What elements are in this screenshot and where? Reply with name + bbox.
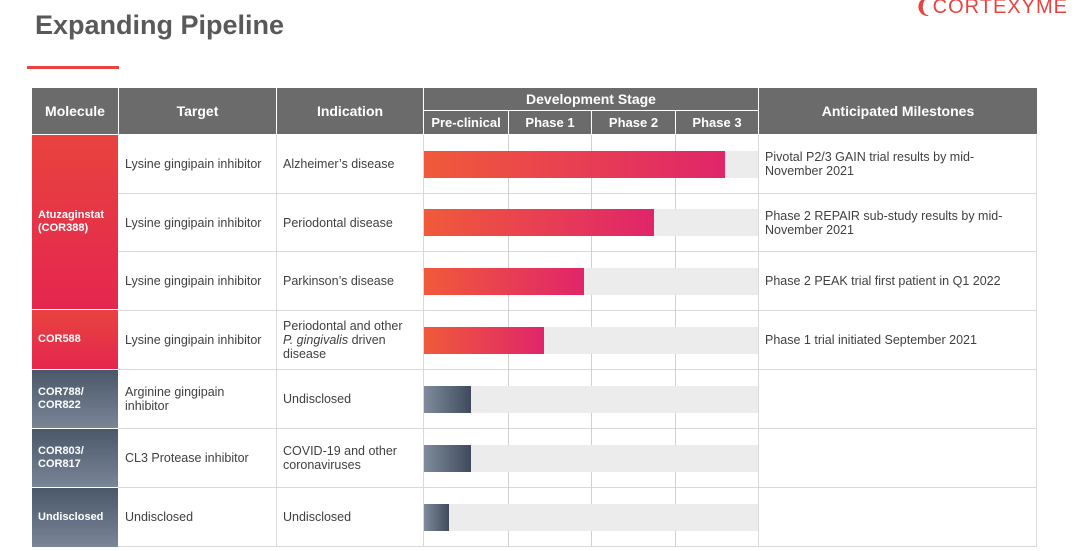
row5-target: Arginine gingipain inhibitor	[125, 385, 225, 413]
header-stage-phase1: Phase 1	[509, 111, 591, 134]
row6-progress-track	[424, 445, 758, 472]
row2-milestone: Phase 2 REPAIR sub-study results by mid-…	[765, 208, 1003, 237]
row6-target: CL3 Protease inhibitor	[125, 451, 249, 465]
row5-indication: Undisclosed	[283, 392, 352, 406]
row5-progress-track	[424, 386, 758, 413]
header-indication: Indication	[277, 88, 423, 134]
row2-indication: Periodontal disease	[283, 215, 393, 230]
row-divider	[118, 251, 1037, 252]
header-development-stage: Development Stage	[424, 88, 758, 110]
row4-indication-text: driven	[348, 333, 386, 347]
row3-target: Lysine gingipain inhibitor	[125, 274, 262, 288]
row-divider	[118, 369, 1037, 370]
row1-milestone: Pivotal P2/3 GAIN trial results by mid-N…	[765, 150, 975, 178]
row7-progress-track	[424, 504, 758, 531]
header-stage-preclinical: Pre-clinical	[424, 111, 508, 134]
header-stage-phase2: Phase 2	[592, 111, 675, 134]
row2-target: Lysine gingipain inhibitor	[125, 215, 262, 230]
pipeline-table: Molecule Target Indication Development S…	[32, 88, 1037, 547]
row6-indication: COVID-19 and other coronaviruses	[283, 444, 397, 472]
logo-text: CORTEXYME	[932, 0, 1068, 18]
molecule-cor803-cor817: COR803/ COR817	[32, 429, 118, 487]
column-divider	[1036, 135, 1037, 547]
title-accent-line	[27, 66, 119, 69]
row2-progress-bar	[424, 209, 654, 236]
row1-target: Lysine gingipain inhibitor	[125, 157, 262, 171]
row1-progress-bar	[424, 151, 725, 178]
molecule-cor588: COR588	[32, 310, 118, 369]
row3-indication: Parkinson’s disease	[283, 274, 394, 288]
row4-indication-text: Periodontal and other	[283, 319, 403, 333]
row-divider	[118, 310, 1037, 311]
column-divider	[276, 135, 277, 547]
molecule-cor788-cor822: COR788/ COR822	[32, 370, 118, 428]
company-logo: ❨CORTEXYME	[915, 0, 1068, 19]
row4-target: Lysine gingipain inhibitor	[125, 333, 262, 347]
row4-progress-bar	[424, 327, 544, 354]
row4-milestone: Phase 1 trial initiated September 2021	[765, 333, 977, 347]
page-title: Expanding Pipeline	[35, 10, 285, 40]
logo-mark-icon: ❨	[914, 0, 933, 18]
row6-progress-bar	[424, 445, 471, 472]
row3-progress-bar	[424, 268, 584, 295]
header-stage-phase3: Phase 3	[676, 111, 758, 134]
row7-indication: Undisclosed	[283, 510, 352, 524]
row4-indication-italic: P. gingivalis	[283, 333, 349, 347]
header-target: Target	[119, 88, 276, 134]
row5-progress-bar	[424, 386, 471, 413]
row4-indication-text: disease	[283, 347, 327, 361]
row7-progress-bar	[424, 504, 449, 531]
header-milestones: Anticipated Milestones	[759, 88, 1037, 134]
row3-milestone: Phase 2 PEAK trial first patient in Q1 2…	[765, 274, 1001, 288]
row-divider	[118, 546, 1037, 547]
molecule-undisclosed: Undisclosed	[32, 488, 118, 547]
row-divider	[118, 487, 1037, 488]
molecule-atuzaginstat: Atuzaginstat (COR388)	[32, 135, 118, 309]
column-divider	[423, 135, 424, 547]
row7-target: Undisclosed	[125, 510, 194, 524]
row-divider	[118, 428, 1037, 429]
header-molecule: Molecule	[32, 88, 118, 134]
row4-indication: Periodontal and other P. gingivalis drive…	[277, 311, 423, 369]
row-divider	[118, 193, 1037, 194]
column-divider	[758, 135, 759, 547]
row1-indication: Alzheimer’s disease	[283, 157, 395, 171]
